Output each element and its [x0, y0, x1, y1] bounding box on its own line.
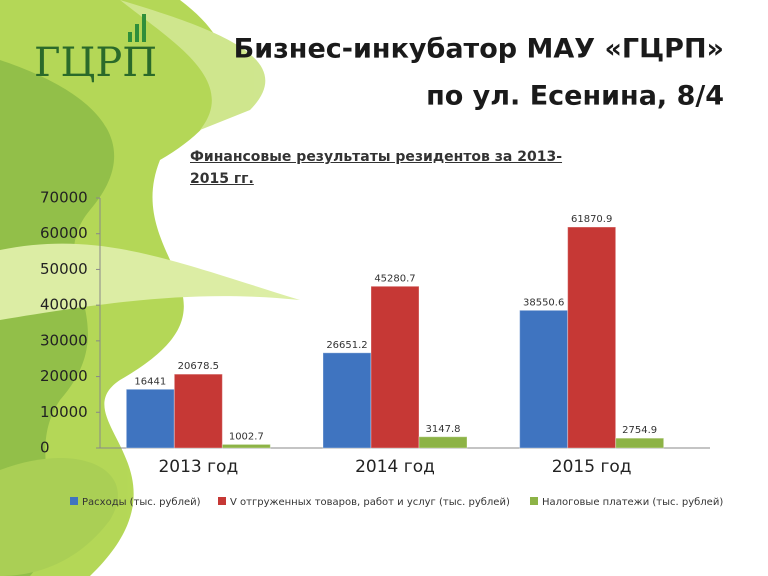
y-tick-label: 50000 [40, 260, 88, 278]
legend-swatch [218, 497, 226, 505]
y-tick-label: 10000 [40, 403, 88, 421]
x-tick-label: 2015 год [552, 457, 632, 477]
y-tick-label: 20000 [40, 367, 88, 385]
value-label: 20678.5 [178, 361, 219, 372]
y-tick-label: 30000 [40, 331, 88, 349]
value-label: 3147.8 [426, 424, 461, 435]
bar [615, 437, 665, 449]
x-tick-label: 2013 год [158, 457, 238, 477]
chart-title: Финансовые результаты резидентов за 2013… [190, 149, 563, 187]
logo-icon [128, 14, 146, 42]
value-label: 1002.7 [229, 431, 264, 442]
bar [418, 436, 468, 449]
value-label: 26651.2 [326, 340, 367, 351]
slide-subtitle: по ул. Есенина, 8/4 [426, 81, 724, 112]
bar [519, 309, 569, 449]
legend-swatch [530, 497, 538, 505]
background-swoosh [0, 0, 300, 576]
legend-label: Расходы (тыс. рублей) [82, 497, 201, 508]
value-label: 16441 [134, 376, 166, 387]
value-label: 38550.6 [523, 297, 564, 308]
legend-label: V отгруженных товаров, работ и услуг (ты… [230, 497, 510, 508]
bar [567, 226, 617, 449]
value-label: 2754.9 [622, 425, 657, 436]
legend-label: Налоговые платежи (тыс. рублей) [542, 497, 723, 508]
slide-title: Бизнес-инкубатор МАУ «ГЦРП» [234, 34, 724, 65]
y-tick-label: 0 [40, 439, 50, 457]
bar [370, 285, 420, 449]
y-tick-label: 40000 [40, 296, 88, 314]
bar [173, 373, 223, 449]
x-tick-label: 2014 год [355, 457, 435, 477]
bar [221, 443, 271, 449]
value-label: 45280.7 [374, 273, 415, 284]
legend-swatch [70, 497, 78, 505]
bar [125, 388, 175, 449]
value-label: 61870.9 [571, 214, 612, 225]
logo: ГЦРП [34, 40, 157, 86]
y-tick-label: 60000 [40, 224, 88, 242]
bar [322, 352, 372, 449]
y-tick-label: 70000 [40, 189, 88, 207]
